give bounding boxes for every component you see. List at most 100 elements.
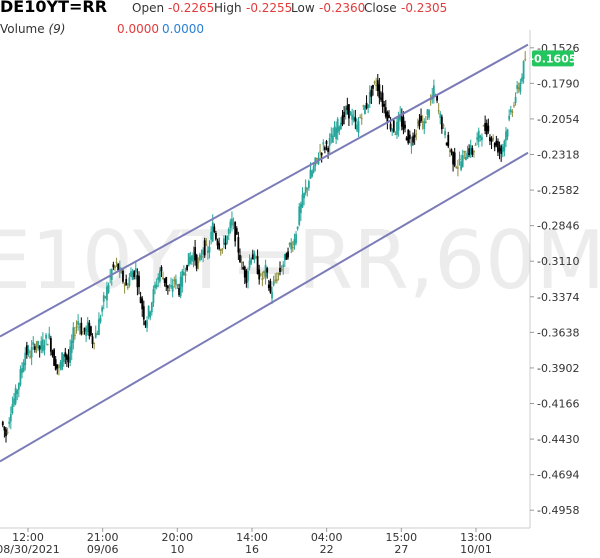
candle-body [365, 102, 368, 109]
candle-body [224, 242, 227, 245]
candle-body [128, 277, 131, 286]
candle-body [473, 150, 475, 153]
candle-body [381, 92, 384, 107]
candle-body [399, 113, 402, 120]
candle-body [481, 136, 483, 141]
candle-body [139, 296, 142, 303]
candle-body [223, 238, 225, 245]
candle-body [285, 253, 288, 260]
candle-body [120, 271, 123, 274]
candle-body [14, 388, 17, 404]
candle-body [338, 126, 341, 131]
candle-body [49, 338, 52, 352]
candle-body [364, 105, 366, 115]
time-tick-label: 04:00 [311, 531, 343, 544]
candle-body [261, 278, 264, 280]
channel-lower-line[interactable] [0, 151, 529, 463]
candle-body [272, 281, 275, 286]
price-tick-label: -0.4430 [537, 433, 579, 446]
candle-body [492, 137, 495, 140]
candle-body [158, 270, 161, 282]
candle-body [330, 133, 333, 138]
candle-body [476, 137, 479, 140]
candle-body [64, 352, 67, 357]
candle-body [231, 218, 233, 226]
candle-body [445, 142, 448, 146]
candle-body [99, 317, 102, 322]
candle-body [463, 150, 466, 153]
candle-body [8, 421, 11, 424]
candle-body [27, 348, 30, 354]
candle-body [415, 133, 418, 135]
candle-body [93, 342, 96, 344]
candle-body [437, 110, 440, 112]
candle-body [325, 141, 328, 145]
candle-body [368, 91, 371, 104]
candle-body [426, 109, 429, 115]
symbol-title: DE10YT=RR [0, 0, 108, 16]
candle-body [152, 289, 155, 303]
price-tick-label: -0.3110 [537, 255, 579, 268]
candle-body [163, 278, 166, 283]
open-value: -0.2265 [168, 1, 215, 15]
candle-body [102, 295, 105, 302]
candle-body [160, 266, 163, 272]
candle-body [22, 362, 25, 372]
candle-body [479, 135, 482, 138]
candle-body [493, 143, 496, 148]
candle-body [410, 142, 413, 147]
candle-body [400, 116, 403, 127]
candle-body [219, 249, 222, 251]
channel-upper-line[interactable] [0, 43, 529, 338]
candle-body [380, 97, 382, 100]
candle-body [65, 354, 68, 360]
candle-body [37, 340, 39, 349]
candle-body [303, 192, 305, 199]
candle-body [453, 152, 456, 166]
candle-body [165, 277, 168, 287]
candle-body [16, 390, 19, 394]
candle-body [497, 141, 499, 153]
candle-body [101, 307, 104, 312]
candle-body [48, 333, 51, 339]
candle-body [322, 142, 325, 145]
candle-body [46, 344, 49, 346]
candle-body [287, 251, 289, 258]
candle-body [328, 137, 331, 146]
candle-body [396, 121, 398, 135]
candle-body [215, 233, 217, 240]
time-tick-label: 21:00 [87, 531, 119, 544]
candle-body [229, 221, 232, 229]
candle-body [375, 84, 378, 86]
candle-body [386, 111, 389, 123]
candle-body [154, 284, 156, 289]
candle-body [418, 120, 421, 127]
candle-body [477, 130, 480, 142]
candle-body [227, 229, 230, 234]
volume-value-2: 0.0000 [162, 22, 204, 36]
candle-body [264, 264, 267, 277]
candle-body [348, 104, 350, 119]
candle-body [489, 137, 491, 141]
candle-body [444, 130, 446, 136]
candle-body [106, 286, 108, 301]
candle-body [1, 421, 4, 426]
candle-body [495, 140, 498, 146]
candle-body [192, 252, 195, 262]
candle-body [170, 285, 172, 288]
candle-body [118, 266, 121, 271]
candle-body [306, 188, 309, 190]
candle-body [40, 341, 43, 350]
candle-body [218, 243, 221, 250]
candle-body [19, 369, 22, 385]
low-label: Low [291, 1, 315, 15]
candle-body [335, 127, 338, 139]
price-tick-label: -0.2054 [537, 113, 579, 126]
candle-body [370, 89, 373, 97]
candle-body [207, 250, 209, 253]
candle-body [388, 114, 390, 118]
candle-body [122, 270, 124, 282]
candle-body [32, 342, 35, 345]
candle-body [30, 346, 33, 358]
